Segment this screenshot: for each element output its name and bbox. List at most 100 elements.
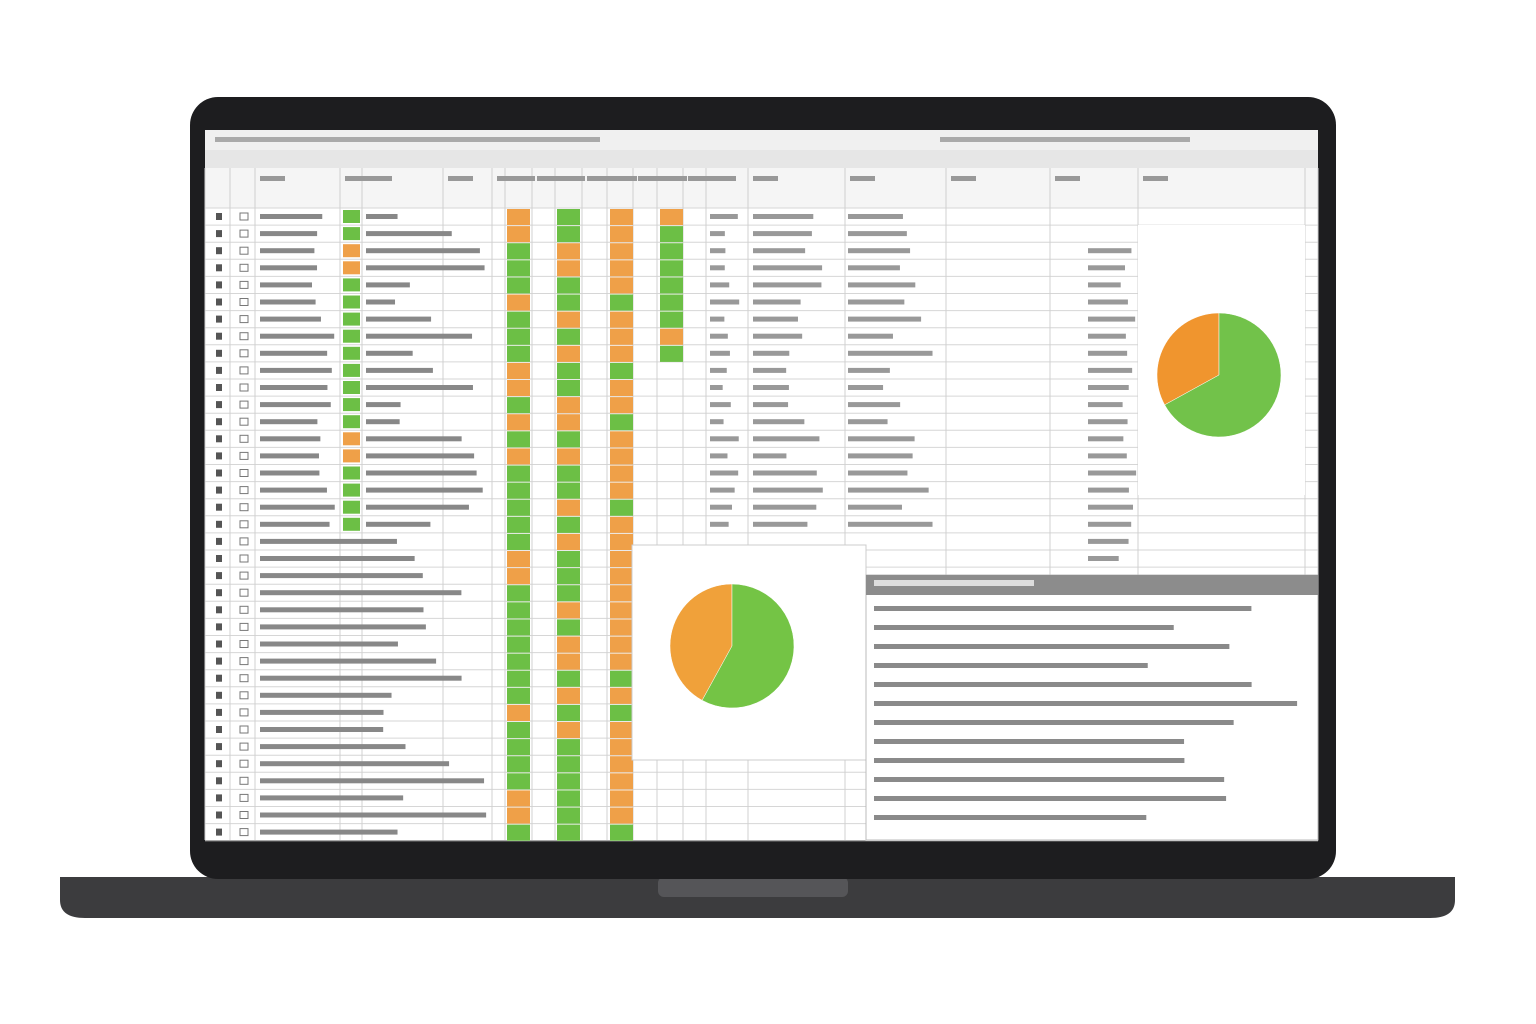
row-checkbox <box>239 811 249 819</box>
cell-text <box>260 744 406 750</box>
cell-text <box>260 778 485 784</box>
bar-cell <box>557 226 580 243</box>
row-checkbox <box>216 503 222 511</box>
header-text <box>638 176 663 181</box>
bar-cell <box>557 687 580 704</box>
cell-text <box>753 436 820 442</box>
cell-text <box>710 402 731 408</box>
bar-cell <box>557 465 580 482</box>
overlay <box>669 312 1298 820</box>
bar-cell <box>610 482 633 499</box>
row-checkbox <box>216 418 222 426</box>
bar-cell <box>507 277 530 294</box>
bar-cell <box>610 687 633 704</box>
cell-text <box>753 350 790 356</box>
cell-text <box>753 248 806 254</box>
bar-cell <box>557 653 580 670</box>
cell-text <box>753 402 789 408</box>
row-checkbox <box>216 674 222 682</box>
cell-text <box>366 299 396 305</box>
cell-text <box>848 282 916 288</box>
bar-cell <box>610 465 633 482</box>
cell-text <box>260 504 335 510</box>
cell-text <box>366 402 401 408</box>
header-text <box>537 176 562 181</box>
row-checkbox <box>216 777 222 785</box>
status-cell <box>343 295 360 309</box>
cell-text <box>753 299 801 305</box>
bar-cell <box>507 260 530 277</box>
cell-text <box>753 385 789 390</box>
bar-cell <box>507 602 530 619</box>
cell-text <box>366 521 431 527</box>
cell-text <box>260 590 462 596</box>
cell-text <box>1088 487 1129 493</box>
row-checkbox <box>239 246 249 255</box>
laptop-notch <box>658 877 848 897</box>
cell-text <box>848 487 929 493</box>
cell-text <box>753 231 812 237</box>
pie-slice <box>669 583 733 701</box>
bar-cell <box>507 653 530 670</box>
row-checkbox <box>239 793 249 802</box>
doc-text <box>874 606 1252 611</box>
cell-text <box>753 419 805 425</box>
cell-text <box>848 470 908 476</box>
cell-text <box>260 470 320 476</box>
bar-cell <box>610 704 633 721</box>
cell-text <box>1088 470 1137 476</box>
bar-cell <box>507 380 530 397</box>
cell-text <box>260 573 423 579</box>
bar-cell <box>557 260 580 277</box>
bar-cell <box>557 824 580 841</box>
cell-text <box>366 453 475 459</box>
cell-text <box>260 248 315 254</box>
header-text <box>587 176 612 181</box>
row-checkbox <box>239 486 249 495</box>
cell-text <box>260 641 398 647</box>
cell-text <box>848 333 893 339</box>
bar-cell <box>557 807 580 824</box>
cell-text <box>753 453 787 459</box>
cell-text <box>260 624 426 630</box>
cell-text <box>1088 282 1121 288</box>
cell-text <box>260 367 332 373</box>
row-checkbox <box>239 383 249 392</box>
row-checkbox <box>216 657 222 665</box>
cell-text <box>260 265 318 271</box>
bar-cell <box>507 619 530 636</box>
row-checkbox <box>239 588 249 597</box>
cell-text <box>366 470 477 476</box>
bar-cell <box>610 209 633 226</box>
cell-text <box>260 214 323 219</box>
header-text <box>662 176 687 181</box>
cell-text <box>753 521 808 527</box>
row-checkbox <box>239 503 249 512</box>
bar-cell <box>557 636 580 653</box>
bar-cell <box>507 345 530 362</box>
cell-text <box>366 248 480 254</box>
bar-cell <box>610 397 633 414</box>
status-cell <box>343 346 360 360</box>
bar-cell <box>507 209 530 226</box>
row-checkbox <box>216 349 222 357</box>
cell-text <box>710 350 730 356</box>
cell-text <box>260 607 424 613</box>
row-checkbox <box>216 315 222 323</box>
cell-text <box>366 265 485 271</box>
status-cell <box>343 449 360 463</box>
bar-cell <box>557 499 580 516</box>
bar-cell <box>610 533 633 550</box>
cell-text <box>260 350 328 356</box>
row-checkbox <box>239 349 249 358</box>
cell-text <box>753 487 823 493</box>
doc-text <box>874 644 1230 649</box>
cell-text <box>710 214 738 219</box>
cell-text <box>710 248 726 254</box>
cell-text <box>1088 453 1127 459</box>
cell-text <box>366 367 433 373</box>
row-checkbox <box>239 537 249 546</box>
cell-text <box>848 214 903 219</box>
bar-cell <box>660 328 683 345</box>
row-checkbox <box>239 657 249 666</box>
